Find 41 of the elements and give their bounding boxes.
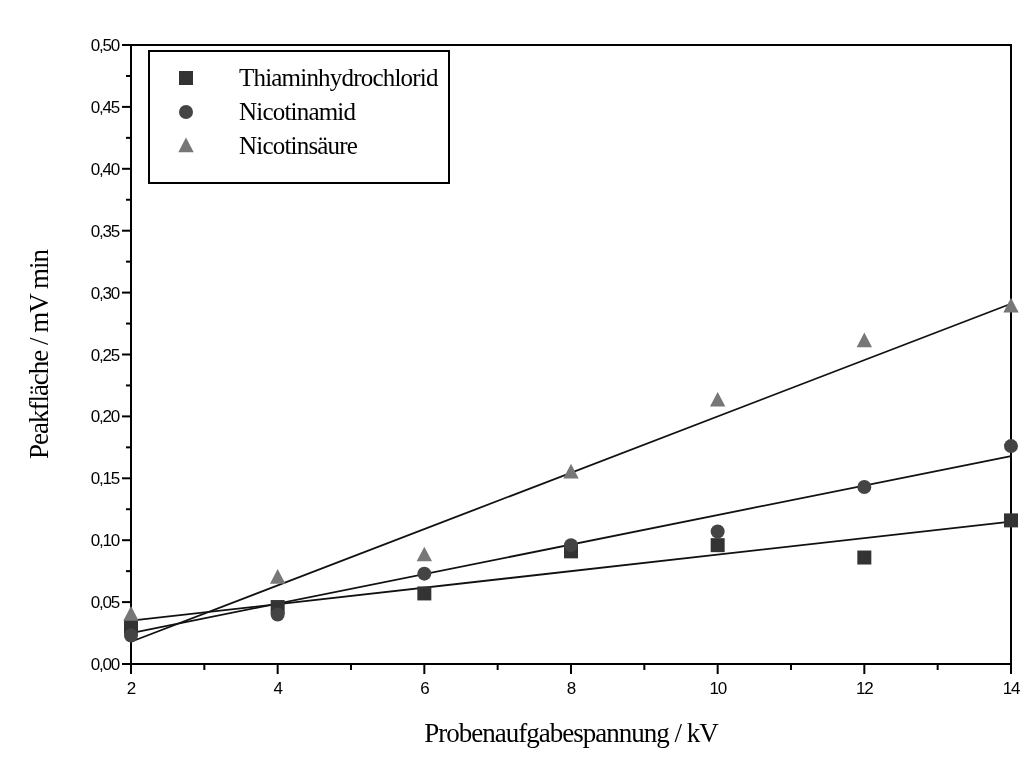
point (709, 391, 726, 407)
x-tick-label: 14 (1002, 679, 1020, 698)
point (417, 586, 432, 601)
point (857, 550, 872, 565)
y-tick-label: 0,00 (90, 655, 120, 674)
point (1004, 513, 1018, 528)
point (270, 607, 285, 622)
point (123, 606, 139, 621)
y-tick-label: 0,45 (90, 97, 120, 117)
point (269, 568, 286, 584)
y-tick-label: 0,40 (90, 159, 120, 179)
x-axis-title: Probenaufgabespannung / kV (424, 718, 720, 748)
legend-label: Thiaminhydrochlorid (239, 64, 439, 91)
point (1003, 297, 1019, 313)
y-tick-label: 0,35 (90, 221, 120, 241)
point (417, 566, 432, 581)
point (563, 463, 579, 479)
y-axis-title: Peakfläche / mV min (24, 248, 54, 460)
point (564, 538, 578, 553)
y-tick-label: 0,50 (90, 36, 120, 55)
x-tick-label: 6 (420, 679, 430, 698)
y-tick-label: 0,10 (90, 531, 120, 551)
y-tick-label: 0,25 (90, 345, 120, 365)
y-tick-label: 0,20 (90, 407, 120, 427)
x-tick-label: 8 (566, 679, 576, 698)
y-tick-label: 0,05 (90, 593, 120, 613)
x-tick-label: 12 (856, 679, 874, 698)
y-tick-label: 0,30 (90, 283, 120, 303)
point (857, 479, 872, 494)
point (856, 332, 873, 348)
x-tick-label: 10 (709, 679, 727, 698)
x-tick-label: 2 (126, 679, 136, 698)
point (710, 538, 725, 553)
y-tick-label: 0,15 (90, 469, 120, 489)
legend-label: Nicotinsäure (239, 132, 358, 159)
point (124, 628, 138, 643)
point (710, 524, 725, 539)
point (1004, 439, 1018, 454)
x-tick-label: 4 (273, 679, 283, 698)
legend-label: Nicotinamid (239, 98, 357, 125)
point (416, 546, 433, 562)
